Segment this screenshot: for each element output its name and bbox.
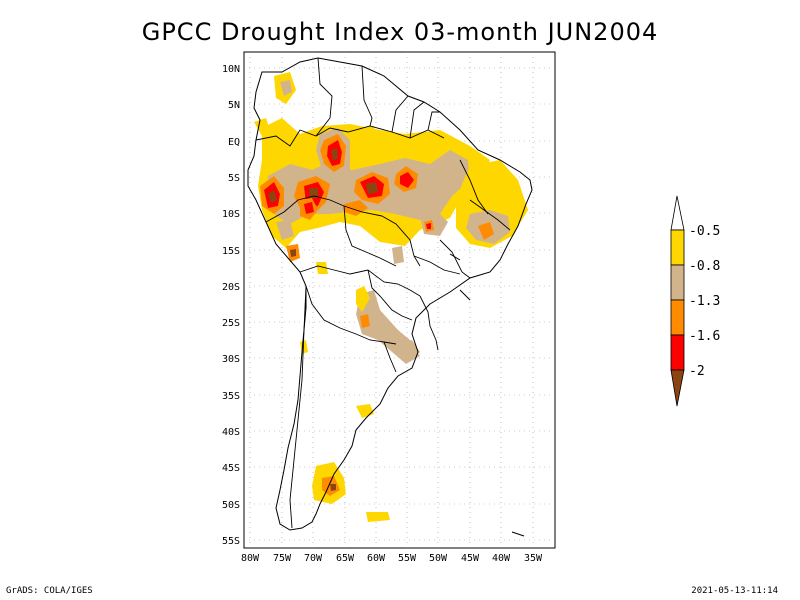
lat-tick-label: 55S xyxy=(222,536,240,547)
drought-area-brown xyxy=(309,188,318,198)
legend-swatch-red xyxy=(670,334,685,371)
longitude-axis: 80W 75W 70W 65W 60W 55W 50W 45W 40W 35W xyxy=(241,553,543,564)
legend-label: -1.3 xyxy=(689,294,720,309)
lat-tick-label: 40S xyxy=(222,427,240,438)
lon-tick-label: 60W xyxy=(367,553,386,564)
legend-label: -0.5 xyxy=(689,224,720,239)
drought-area-brown xyxy=(290,249,296,257)
drought-area-brown xyxy=(366,182,378,194)
drought-area-tan xyxy=(392,246,404,264)
legend-label: -2 xyxy=(689,364,705,379)
drought-area-yellow xyxy=(254,118,270,136)
drought-shading xyxy=(254,72,528,522)
legend-swatch-yellow xyxy=(670,229,685,266)
legend-swatch-orange xyxy=(670,299,685,336)
color-legend: -0.5 -0.8 -1.3 -1.6 -2 xyxy=(670,195,720,407)
drought-area-tan xyxy=(280,80,292,96)
lat-tick-label: 35S xyxy=(222,391,240,402)
lon-tick-label: 80W xyxy=(241,553,260,564)
lat-tick-label: 15S xyxy=(222,246,240,257)
legend-label: -1.6 xyxy=(689,329,720,344)
drought-area-orange xyxy=(478,222,494,240)
legend-swatch-brown xyxy=(670,369,685,407)
lat-tick-label: 5S xyxy=(228,173,240,184)
drought-area-brown xyxy=(268,190,277,203)
lon-tick-label: 50W xyxy=(429,553,448,564)
latitude-axis: 10N 5N EQ 5S 10S 15S 20S 25S 30S 35S 40S… xyxy=(222,64,240,547)
drought-area-tan xyxy=(276,220,294,240)
lon-tick-label: 75W xyxy=(273,553,292,564)
lon-tick-label: 35W xyxy=(524,553,543,564)
lat-tick-label: 20S xyxy=(222,282,240,293)
legend-label: -0.8 xyxy=(689,259,720,274)
drought-area-brown xyxy=(331,148,338,161)
legend-swatch-tan xyxy=(670,264,685,301)
lat-tick-label: 25S xyxy=(222,318,240,329)
drought-area-brown xyxy=(330,484,336,491)
timestamp: 2021-05-13-11:14 xyxy=(691,586,778,596)
grads-credit: GrADS: COLA/IGES xyxy=(6,586,93,596)
drought-area-yellow xyxy=(356,286,370,312)
drought-area-yellow xyxy=(360,126,376,140)
lon-tick-label: 65W xyxy=(336,553,355,564)
map-title: GPCC Drought Index 03-month JUN2004 xyxy=(141,18,659,46)
drought-area-tan xyxy=(396,340,420,360)
lat-tick-label: 50S xyxy=(222,500,240,511)
country-borders xyxy=(255,57,511,529)
lon-tick-label: 55W xyxy=(398,553,417,564)
lat-tick-label: EQ xyxy=(228,137,240,148)
drought-area-yellow xyxy=(316,262,328,274)
drought-area-yellow xyxy=(366,512,390,522)
lat-tick-label: 10S xyxy=(222,209,240,220)
lon-tick-label: 45W xyxy=(461,553,480,564)
legend-swatch-white xyxy=(670,195,685,231)
lat-tick-label: 10N xyxy=(222,64,240,75)
lat-tick-label: 45S xyxy=(222,463,240,474)
lat-tick-label: 30S xyxy=(222,354,240,365)
lat-tick-label: 5N xyxy=(228,100,240,111)
drought-area-red xyxy=(426,223,431,229)
drought-area-orange xyxy=(360,314,370,328)
lon-tick-label: 70W xyxy=(304,553,323,564)
lon-tick-label: 40W xyxy=(492,553,511,564)
drought-area-red xyxy=(304,202,314,214)
drought-area-red xyxy=(400,172,414,188)
